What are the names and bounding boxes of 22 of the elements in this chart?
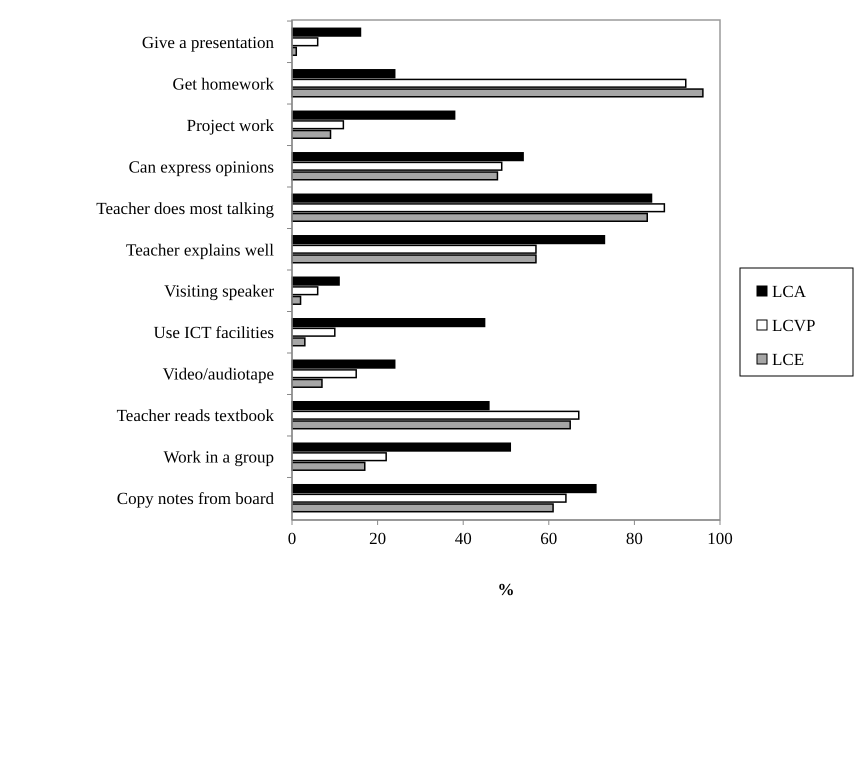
legend-label: LCA: [772, 282, 807, 301]
x-tick-label: 80: [626, 529, 643, 548]
y-tick-label: Project work: [186, 116, 274, 135]
y-tick-label: Teacher reads textbook: [116, 406, 274, 426]
y-tick-label: Give a presentation: [142, 32, 274, 52]
x-axis-title: %: [498, 580, 514, 599]
x-tick-label: 0: [288, 529, 296, 548]
x-tick-label: 40: [454, 529, 472, 548]
y-tick-label: Use ICT facilities: [153, 323, 274, 342]
y-tick-label: Work in a group: [163, 448, 274, 467]
y-tick-label: Get homework: [172, 74, 274, 94]
x-tick-label: 60: [540, 529, 558, 548]
y-tick-label: Visiting speaker: [164, 282, 274, 301]
y-tick-label: Video/audiotape: [162, 364, 274, 384]
legend-label: LCVP: [772, 316, 816, 335]
y-tick-label: Teacher does most talking: [96, 198, 274, 218]
x-tick-label: 100: [707, 529, 733, 548]
legend-label: LCE: [772, 350, 804, 369]
y-tick-label: Can express opinions: [128, 157, 274, 176]
y-tick-label: Teacher explains well: [126, 240, 274, 260]
y-tick-label: Copy notes from board: [116, 489, 274, 508]
x-tick-label: 20: [369, 529, 386, 548]
